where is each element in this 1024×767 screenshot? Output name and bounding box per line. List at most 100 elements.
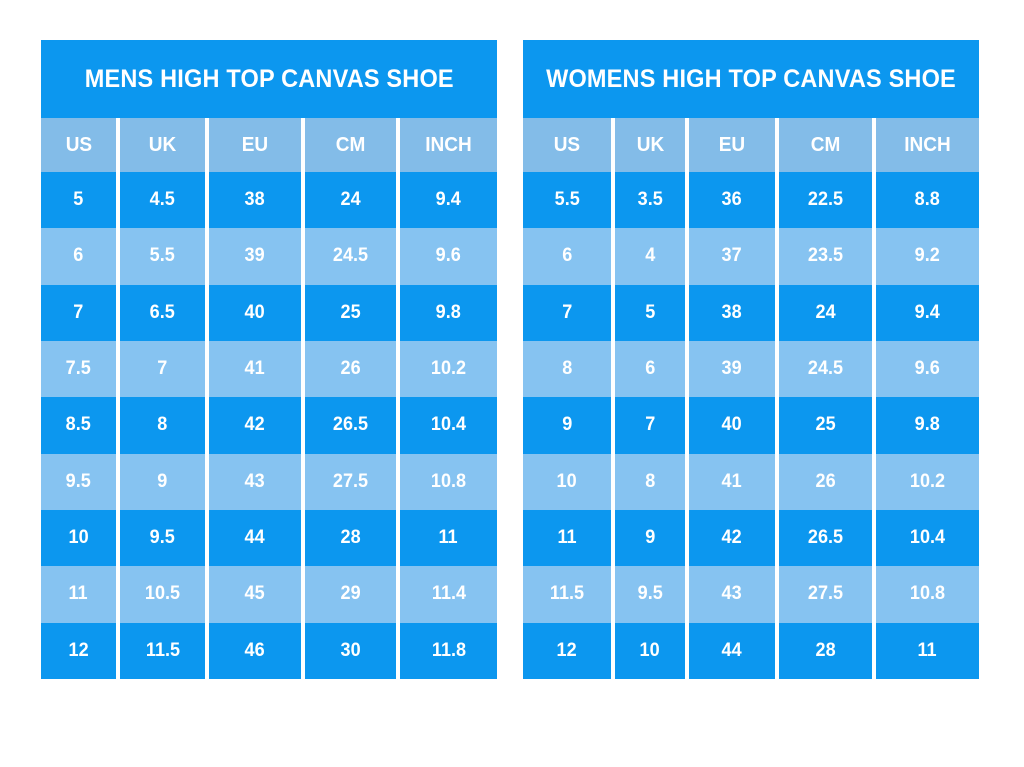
size-cell: 22.5 bbox=[779, 172, 872, 229]
size-cell: 12 bbox=[523, 622, 611, 679]
size-cell: 8 bbox=[523, 340, 611, 398]
size-cell: 26 bbox=[779, 453, 872, 510]
size-cell: 10.8 bbox=[876, 566, 979, 623]
size-cell: 7 bbox=[523, 284, 611, 341]
size-cell: 10 bbox=[615, 622, 685, 679]
size-cell: 6.5 bbox=[120, 284, 205, 341]
column-header-us: US bbox=[41, 118, 116, 172]
size-cell: 39 bbox=[689, 340, 775, 398]
size-cell: 40 bbox=[209, 284, 301, 341]
size-cell: 11 bbox=[400, 509, 497, 567]
size-cell: 26.5 bbox=[779, 509, 872, 567]
size-cell: 8 bbox=[615, 453, 685, 510]
size-cell: 10.8 bbox=[400, 453, 497, 510]
size-cell: 8.5 bbox=[41, 397, 116, 454]
column-header-us: US bbox=[523, 118, 611, 172]
column-header-cm: CM bbox=[305, 118, 396, 172]
size-cell: 11.8 bbox=[400, 622, 497, 679]
size-cell: 40 bbox=[689, 397, 775, 454]
size-cell: 10.5 bbox=[120, 566, 205, 623]
size-cell: 9 bbox=[615, 509, 685, 567]
size-cell: 38 bbox=[689, 284, 775, 341]
size-cell: 42 bbox=[209, 397, 301, 454]
womens-size-chart: WOMENS HIGH TOP CANVAS SHOE US UK EU CM … bbox=[523, 40, 979, 679]
size-cell: 9.6 bbox=[876, 340, 979, 398]
size-cell: 10.2 bbox=[876, 453, 979, 510]
size-cell: 29 bbox=[305, 566, 396, 623]
column-header-uk: UK bbox=[615, 118, 685, 172]
size-cell: 45 bbox=[209, 566, 301, 623]
size-cell: 8.8 bbox=[876, 172, 979, 229]
size-cell: 38 bbox=[209, 172, 301, 229]
column-header-cm: CM bbox=[779, 118, 872, 172]
size-cell: 11 bbox=[523, 509, 611, 567]
size-cell: 24 bbox=[779, 284, 872, 341]
size-cell: 7 bbox=[41, 284, 116, 341]
mens-size-chart: MENS HIGH TOP CANVAS SHOE US UK EU CM IN… bbox=[41, 40, 497, 679]
size-cell: 6 bbox=[615, 340, 685, 398]
size-cell: 10.4 bbox=[876, 509, 979, 567]
size-cell: 9.8 bbox=[400, 284, 497, 341]
size-cell: 7 bbox=[120, 340, 205, 398]
mens-chart-title-text: MENS HIGH TOP CANVAS SHOE bbox=[84, 64, 454, 93]
size-cell: 25 bbox=[779, 397, 872, 454]
size-cell: 23.5 bbox=[779, 228, 872, 285]
size-cell: 11.5 bbox=[120, 622, 205, 679]
size-cell: 7 bbox=[615, 397, 685, 454]
column-header-eu: EU bbox=[689, 118, 775, 172]
size-cell: 43 bbox=[209, 453, 301, 510]
size-cell: 12 bbox=[41, 622, 116, 679]
size-cell: 9.5 bbox=[41, 453, 116, 510]
mens-size-table: US UK EU CM INCH 5 4.5 38 24 9.4 6 5.5 3… bbox=[41, 118, 497, 679]
size-cell: 28 bbox=[779, 622, 872, 679]
size-cell: 26 bbox=[305, 340, 396, 398]
size-cell: 26.5 bbox=[305, 397, 396, 454]
size-cell: 43 bbox=[689, 566, 775, 623]
size-cell: 41 bbox=[209, 340, 301, 398]
size-cell: 8 bbox=[120, 397, 205, 454]
size-cell: 9.8 bbox=[876, 397, 979, 454]
womens-chart-title-text: WOMENS HIGH TOP CANVAS SHOE bbox=[546, 64, 956, 93]
size-cell: 9.6 bbox=[400, 228, 497, 285]
size-cell: 11 bbox=[41, 566, 116, 623]
column-header-uk: UK bbox=[120, 118, 205, 172]
size-cell: 10.2 bbox=[400, 340, 497, 398]
size-cell: 24.5 bbox=[779, 340, 872, 398]
size-cell: 9.5 bbox=[615, 566, 685, 623]
size-cell: 5.5 bbox=[120, 228, 205, 285]
size-cell: 10.4 bbox=[400, 397, 497, 454]
size-cell: 30 bbox=[305, 622, 396, 679]
size-cell: 10 bbox=[523, 453, 611, 510]
size-cell: 27.5 bbox=[779, 566, 872, 623]
size-cell: 42 bbox=[689, 509, 775, 567]
womens-chart-title: WOMENS HIGH TOP CANVAS SHOE bbox=[523, 40, 979, 118]
size-cell: 11.4 bbox=[400, 566, 497, 623]
size-cell: 9 bbox=[523, 397, 611, 454]
size-cell: 44 bbox=[689, 622, 775, 679]
size-cell: 9.5 bbox=[120, 509, 205, 567]
size-cell: 5 bbox=[41, 172, 116, 229]
size-cell: 11 bbox=[876, 622, 979, 679]
size-cell: 5.5 bbox=[523, 172, 611, 229]
size-cell: 6 bbox=[523, 228, 611, 285]
size-cell: 44 bbox=[209, 509, 301, 567]
size-cell: 4 bbox=[615, 228, 685, 285]
column-header-inch: INCH bbox=[876, 118, 979, 172]
size-cell: 5 bbox=[615, 284, 685, 341]
size-cell: 6 bbox=[41, 228, 116, 285]
mens-chart-title: MENS HIGH TOP CANVAS SHOE bbox=[41, 40, 497, 118]
column-header-eu: EU bbox=[209, 118, 301, 172]
size-cell: 24.5 bbox=[305, 228, 396, 285]
size-cell: 46 bbox=[209, 622, 301, 679]
size-cell: 10 bbox=[41, 509, 116, 567]
size-cell: 28 bbox=[305, 509, 396, 567]
size-cell: 4.5 bbox=[120, 172, 205, 229]
size-cell: 37 bbox=[689, 228, 775, 285]
size-cell: 39 bbox=[209, 228, 301, 285]
size-cell: 9 bbox=[120, 453, 205, 510]
size-cell: 9.4 bbox=[400, 172, 497, 229]
column-header-inch: INCH bbox=[400, 118, 497, 172]
size-cell: 11.5 bbox=[523, 566, 611, 623]
size-cell: 9.4 bbox=[876, 284, 979, 341]
